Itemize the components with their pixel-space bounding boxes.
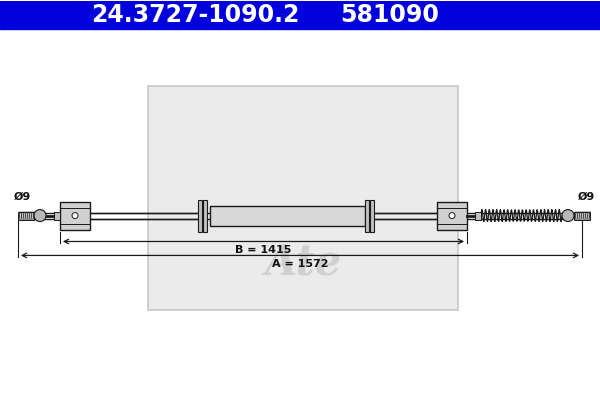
Text: Ø9: Ø9 [13, 192, 31, 202]
Text: Ø9: Ø9 [577, 192, 595, 202]
Bar [198, 200, 202, 232]
Circle shape [562, 210, 574, 222]
Bar [0, 1, 600, 29]
Circle shape [449, 212, 455, 218]
Bar [54, 212, 60, 220]
Bar [475, 212, 481, 220]
Bar [365, 200, 369, 232]
Text: A = 1572: A = 1572 [272, 260, 328, 270]
Text: 24.3727-1090.2: 24.3727-1090.2 [91, 3, 299, 27]
Bar [203, 200, 207, 232]
Bar [18, 212, 34, 220]
Circle shape [34, 210, 46, 222]
Bar [437, 202, 467, 230]
Bar [210, 206, 365, 226]
Text: B = 1415: B = 1415 [235, 246, 292, 256]
Text: Ate: Ate [265, 242, 341, 284]
Text: 581090: 581090 [341, 3, 439, 27]
Bar [148, 86, 458, 310]
Circle shape [72, 212, 78, 218]
Bar [60, 202, 90, 230]
Bar [574, 212, 590, 220]
Bar [370, 200, 374, 232]
